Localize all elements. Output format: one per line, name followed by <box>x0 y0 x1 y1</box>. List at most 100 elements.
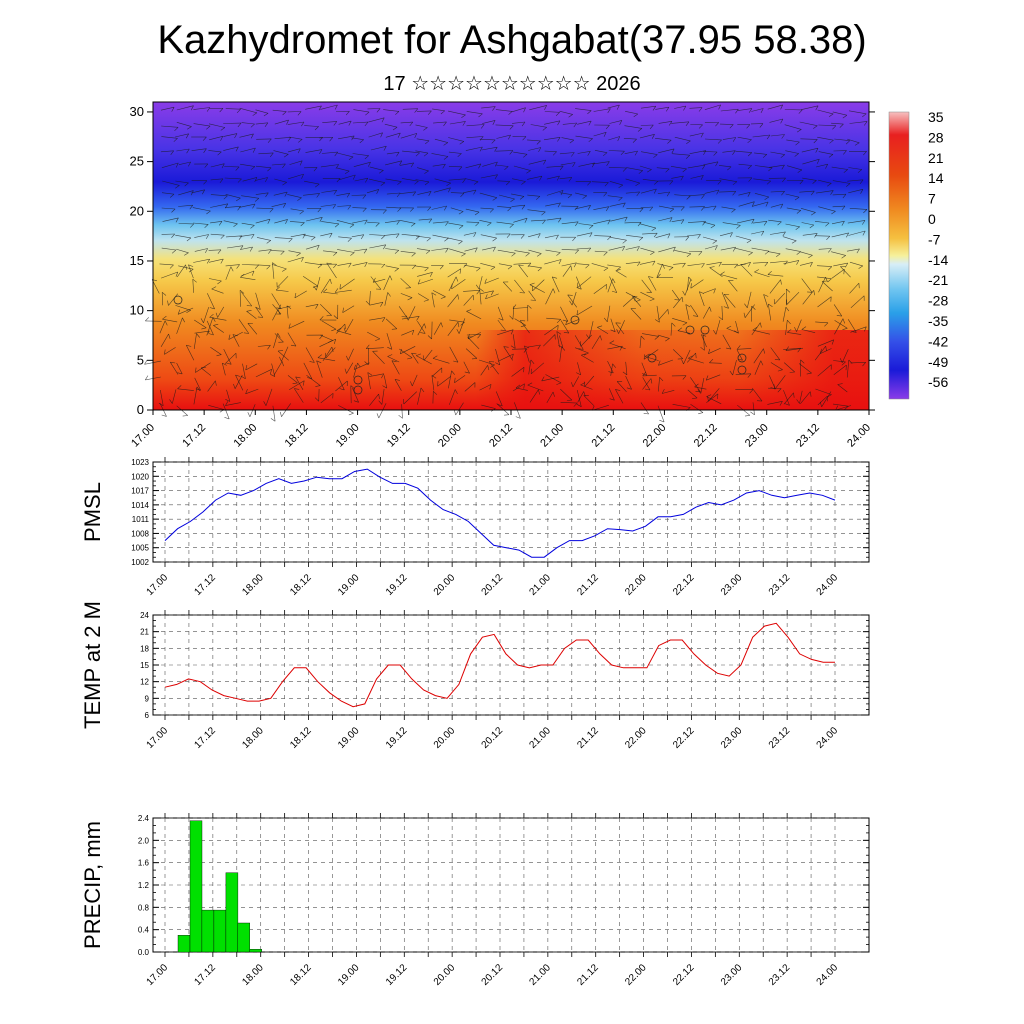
wind-barb <box>618 320 625 334</box>
wind-barb-flag <box>217 280 222 285</box>
wind-barb <box>352 207 367 209</box>
wind-barb-flag <box>759 123 764 128</box>
wind-barb <box>417 320 426 334</box>
wind-barb-flag <box>220 234 225 239</box>
wind-barb <box>256 237 271 241</box>
wind-barb <box>466 311 482 320</box>
wind-barb <box>451 279 466 290</box>
wind-barb-flag <box>464 371 470 374</box>
wind-barb <box>384 292 388 306</box>
wind-barb <box>544 234 559 239</box>
wind-barb-flag <box>713 329 717 335</box>
wind-barb-flag <box>700 175 704 180</box>
wind-barb <box>528 147 541 151</box>
wind-barb-flag <box>252 112 258 116</box>
wind-barb <box>592 161 610 165</box>
wind-barb-flag <box>204 224 209 229</box>
wind-barb <box>608 136 620 141</box>
wind-barb-flag <box>233 383 236 389</box>
wind-barb-flag <box>845 140 851 145</box>
wind-barb <box>642 333 659 337</box>
y-axis-label: TEMP at 2 M <box>80 601 105 729</box>
wind-barb-flag <box>339 284 341 290</box>
wind-barb-flag <box>196 386 201 392</box>
wind-barb-flag <box>333 121 338 126</box>
wind-barb-flag <box>410 162 414 168</box>
wind-barb-flag <box>655 319 660 323</box>
wind-barb-flag <box>414 180 419 185</box>
wind-barb <box>640 188 657 194</box>
wind-barb <box>194 330 210 334</box>
x-tick-label: 23.12 <box>767 725 793 751</box>
wind-barb <box>821 281 833 292</box>
wind-barb <box>624 150 638 154</box>
cross-section-x-axis: 17.00 17.12 18.00 18.12 19.00 19.12 20.00 20.12… <box>129 410 873 450</box>
wind-barb <box>385 132 401 138</box>
wind-barb <box>178 265 194 270</box>
wind-barb <box>787 332 802 335</box>
wind-barb-flag <box>188 268 194 273</box>
wind-barb-flag <box>669 217 673 223</box>
wind-barb-flag <box>397 207 402 212</box>
wind-barb-flag <box>247 412 251 417</box>
wind-barb <box>255 109 269 114</box>
wind-barb-flag <box>278 304 282 310</box>
wind-barb-flag <box>799 180 804 185</box>
x-tick-label: 22.00 <box>623 572 649 598</box>
wind-barb <box>574 335 584 350</box>
precip-bar <box>225 872 239 953</box>
wind-barb <box>276 276 289 288</box>
wind-barb-flag <box>654 336 659 340</box>
wind-barb <box>464 247 478 252</box>
wind-barb-flag <box>383 244 387 250</box>
wind-barb <box>544 120 561 125</box>
wind-barb <box>213 325 224 333</box>
wind-barb-flag <box>841 361 846 366</box>
wind-barb-flag <box>511 252 516 257</box>
wind-barb-flag <box>709 266 715 268</box>
wind-barb-flag <box>423 127 428 131</box>
wind-barb-flag <box>626 387 632 390</box>
wind-barb <box>352 121 369 124</box>
wind-barb-flag <box>583 352 589 356</box>
wind-barb-flag <box>233 223 238 227</box>
wind-barb-flag <box>187 126 192 130</box>
wind-barb-flag <box>387 354 393 357</box>
wind-barb-flag <box>527 382 533 386</box>
y-tick-label: 0.0 <box>138 948 150 957</box>
calm-wind-circle <box>353 375 363 385</box>
wind-barb-flag <box>344 368 347 374</box>
wind-barb <box>161 192 175 195</box>
wind-barb-flag <box>637 128 643 132</box>
wind-barb <box>479 220 492 224</box>
wind-barb-flag <box>301 121 305 127</box>
wind-barb <box>192 279 194 293</box>
y-tick-label: 15 <box>130 253 144 268</box>
wind-barb-flag <box>414 108 419 113</box>
wind-barb <box>783 260 799 265</box>
wind-barb <box>159 320 166 334</box>
wind-barb <box>305 244 320 250</box>
wind-barb-flag <box>609 398 615 401</box>
wind-barb-flag <box>715 161 719 167</box>
wind-barb-flag <box>297 111 302 116</box>
wind-barb-flag <box>616 104 620 110</box>
wind-barb-flag <box>353 364 356 370</box>
wind-barb <box>449 346 459 363</box>
wind-barb <box>718 165 732 168</box>
wind-barb <box>639 165 652 170</box>
wind-barb <box>337 152 354 158</box>
wind-barb <box>683 349 691 365</box>
colorbar-label: -7 <box>928 231 941 247</box>
wind-barb-flag <box>329 137 334 142</box>
wind-barb <box>640 105 656 109</box>
wind-barb-flag <box>636 246 640 251</box>
wind-barb-flag <box>495 362 500 366</box>
wind-barb-flag <box>831 211 836 215</box>
wind-barb <box>607 360 614 374</box>
wind-barb <box>578 223 594 226</box>
wind-barb <box>247 323 258 335</box>
wind-barb <box>249 404 256 417</box>
